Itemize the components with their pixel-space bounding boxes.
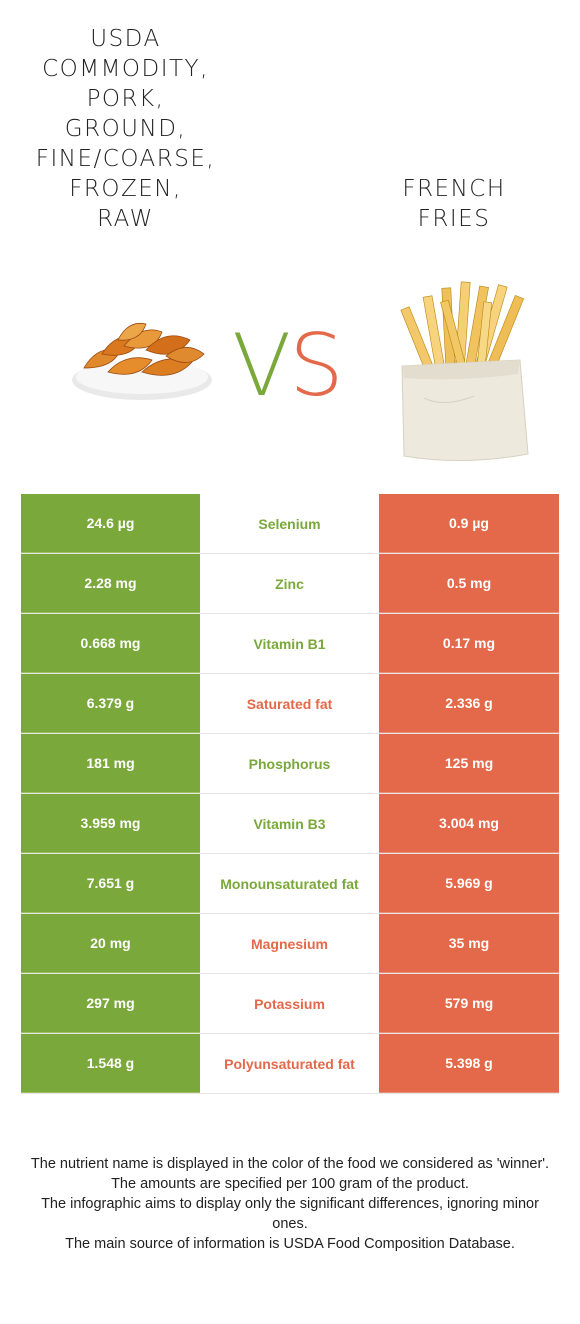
nutrient-name: Saturated fat: [200, 674, 379, 733]
footnote-line: The infographic aims to display only the…: [41, 1196, 539, 1232]
right-value: 5.969 g: [379, 854, 559, 913]
nutrient-name: Zinc: [200, 554, 379, 613]
table-row: 20 mg Magnesium 35 mg: [21, 914, 559, 974]
left-value: 297 mg: [21, 974, 200, 1033]
footnotes: The nutrient name is displayed in the co…: [30, 1154, 550, 1254]
table-row: 6.379 g Saturated fat 2.336 g: [21, 674, 559, 734]
left-value: 0.668 mg: [21, 614, 200, 673]
food-left-title: USDA COMMODITY, PORK, GROUND, FINE/COARSE, FR…: [35, 26, 216, 232]
table-row: 3.959 mg Vitamin B3 3.004 mg: [21, 794, 559, 854]
right-value: 2.336 g: [379, 674, 559, 733]
right-value: 5.398 g: [379, 1034, 559, 1093]
left-value: 1.548 g: [21, 1034, 200, 1093]
right-value: 0.17 mg: [379, 614, 559, 673]
nutrient-name: Phosphorus: [200, 734, 379, 793]
left-value: 6.379 g: [21, 674, 200, 733]
left-value: 20 mg: [21, 914, 200, 973]
table-row: 7.651 g Monounsaturated fat 5.969 g: [21, 854, 559, 914]
nutrient-name: Selenium: [200, 494, 379, 553]
comparison-table: 24.6 µg Selenium 0.9 µg 2.28 mg Zinc 0.5 mg 0.…: [21, 494, 559, 1094]
right-value: 3.004 mg: [379, 794, 559, 853]
footnote-line: The main source of information is USDA F…: [65, 1236, 515, 1252]
right-value: 125 mg: [379, 734, 559, 793]
nutrient-name: Vitamin B3: [200, 794, 379, 853]
table-row: 181 mg Phosphorus 125 mg: [21, 734, 559, 794]
nutrient-name: Polyunsaturated fat: [200, 1034, 379, 1093]
table-row: 297 mg Potassium 579 mg: [21, 974, 559, 1034]
left-value: 181 mg: [21, 734, 200, 793]
footnote-line: The nutrient name is displayed in the co…: [30, 1156, 550, 1172]
food-right-title: FRENCH FRIES: [402, 176, 506, 232]
right-value: 579 mg: [379, 974, 559, 1033]
right-value: 0.5 mg: [379, 554, 559, 613]
left-value: 24.6 µg: [21, 494, 200, 553]
table-row: 0.668 mg Vitamin B1 0.17 mg: [21, 614, 559, 674]
footnote-line: The amounts are specified per 100 gram o…: [111, 1176, 469, 1192]
left-value: 2.28 mg: [21, 554, 200, 613]
right-value: 35 mg: [379, 914, 559, 973]
table-row: 24.6 µg Selenium 0.9 µg: [21, 494, 559, 554]
nutrient-name: Potassium: [200, 974, 379, 1033]
nutrient-name: Magnesium: [200, 914, 379, 973]
left-value: 7.651 g: [21, 854, 200, 913]
right-value: 0.9 µg: [379, 494, 559, 553]
nutrient-name: Monounsaturated fat: [200, 854, 379, 913]
vs-label: VS: [232, 316, 343, 416]
table-row: 2.28 mg Zinc 0.5 mg: [21, 554, 559, 614]
potato-wedges-image: [72, 322, 212, 400]
left-value: 3.959 mg: [21, 794, 200, 853]
table-row: 1.548 g Polyunsaturated fat 5.398 g: [21, 1034, 559, 1094]
french-fries-image: [400, 281, 529, 462]
nutrient-name: Vitamin B1: [200, 614, 379, 673]
